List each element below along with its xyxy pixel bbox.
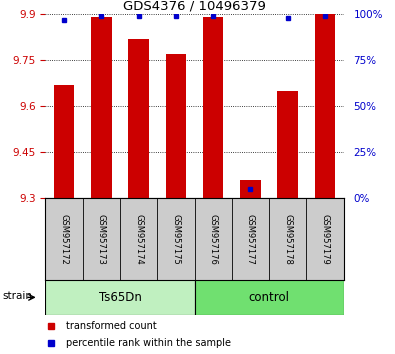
Text: strain: strain [2,291,32,301]
Title: GDS4376 / 10496379: GDS4376 / 10496379 [123,0,266,13]
Text: GSM957176: GSM957176 [209,213,218,264]
Text: GSM957175: GSM957175 [171,213,181,264]
Bar [277,91,298,198]
Text: GSM957173: GSM957173 [97,213,106,264]
Bar [194,280,344,315]
Text: control: control [248,291,290,304]
Bar [45,280,194,315]
Text: transformed count: transformed count [66,321,157,331]
Text: GSM957179: GSM957179 [320,213,329,264]
Text: GSM957178: GSM957178 [283,213,292,264]
Text: GSM957177: GSM957177 [246,213,255,264]
Bar [166,54,186,198]
Bar [240,180,261,198]
Bar [315,14,335,198]
Text: Ts65Dn: Ts65Dn [98,291,141,304]
Bar [203,17,224,198]
Text: percentile rank within the sample: percentile rank within the sample [66,338,231,348]
Bar [128,39,149,198]
Text: GSM957172: GSM957172 [60,213,69,264]
Bar [54,85,74,198]
Bar [91,17,112,198]
Text: GSM957174: GSM957174 [134,213,143,264]
